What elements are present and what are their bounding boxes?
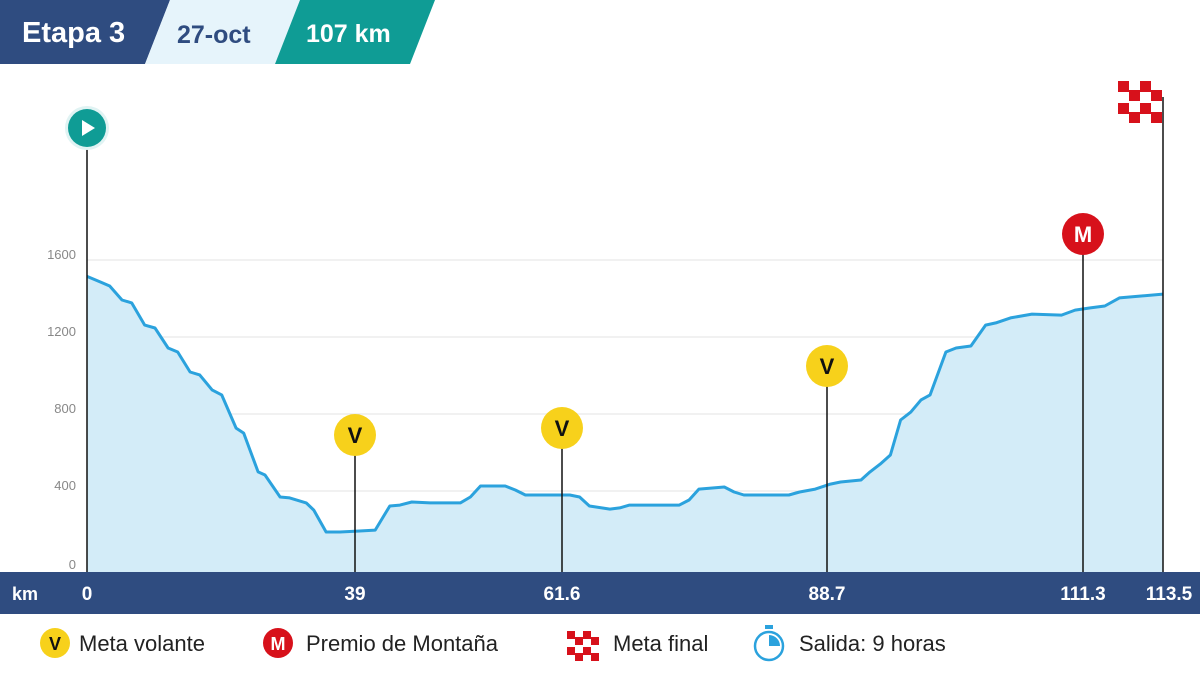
- stage-date: 27-oct: [177, 21, 251, 49]
- y-tick-label: 1200: [47, 324, 76, 339]
- checkered-flag-icon: [567, 631, 599, 661]
- marker-label: V: [820, 354, 835, 379]
- x-tick-label: 39: [344, 584, 365, 605]
- meta-volante-icon: [334, 414, 376, 456]
- legend-meta-volante: Meta volante: [79, 631, 205, 656]
- marker-meta-volante: V: [334, 414, 376, 572]
- marker-label: V: [555, 416, 570, 441]
- meta-volante-icon: [541, 407, 583, 449]
- elevation-line: [86, 275, 1164, 534]
- x-tick-label: 111.3: [1060, 584, 1105, 605]
- marker-start: [65, 106, 109, 572]
- elevation-area: [87, 276, 1163, 572]
- header-distance-bg: [275, 0, 435, 64]
- marker-meta-volante: V: [541, 407, 583, 572]
- marker-meta-volante: V: [806, 345, 848, 572]
- marker-label: M: [1074, 222, 1092, 247]
- mountain-prize-icon: [263, 628, 293, 658]
- stage-title: Etapa 3: [22, 17, 125, 49]
- header-stage-bg: [0, 0, 170, 64]
- stage-distance: 107 km: [306, 20, 391, 48]
- checkered-flag-icon: [1118, 81, 1162, 123]
- x-axis-band: [0, 572, 1200, 614]
- legend-salida: Salida: 9 horas: [799, 631, 946, 656]
- meta-volante-icon: [40, 628, 70, 658]
- x-tick-label: 88.7: [809, 584, 846, 605]
- mountain-prize-icon: [1062, 213, 1104, 255]
- y-tick-label: 0: [69, 557, 76, 572]
- x-axis-label: km: [12, 584, 38, 604]
- x-tick-label: 0: [82, 584, 93, 605]
- meta-volante-icon: [806, 345, 848, 387]
- legend-symbol: V: [49, 634, 61, 654]
- legend: V Meta volante M Premio de Montaña Meta …: [40, 625, 946, 662]
- header-date-bg: [145, 0, 300, 64]
- marker-label: V: [348, 423, 363, 448]
- header: Etapa 3 27-oct 107 km: [0, 0, 435, 64]
- legend-premio-montana: Premio de Montaña: [306, 631, 499, 656]
- legend-symbol: M: [271, 634, 286, 654]
- legend-meta-final: Meta final: [613, 631, 708, 656]
- stopwatch-icon: [753, 625, 785, 662]
- y-tick-label: 800: [54, 401, 76, 416]
- y-tick-label: 1600: [47, 247, 76, 262]
- x-tick-label: 113.5: [1146, 584, 1193, 605]
- x-tick-label: 61.6: [544, 584, 581, 605]
- marker-finish: [1118, 81, 1164, 572]
- marker-premio-montana: M: [1062, 213, 1104, 572]
- y-tick-label: 400: [54, 478, 76, 493]
